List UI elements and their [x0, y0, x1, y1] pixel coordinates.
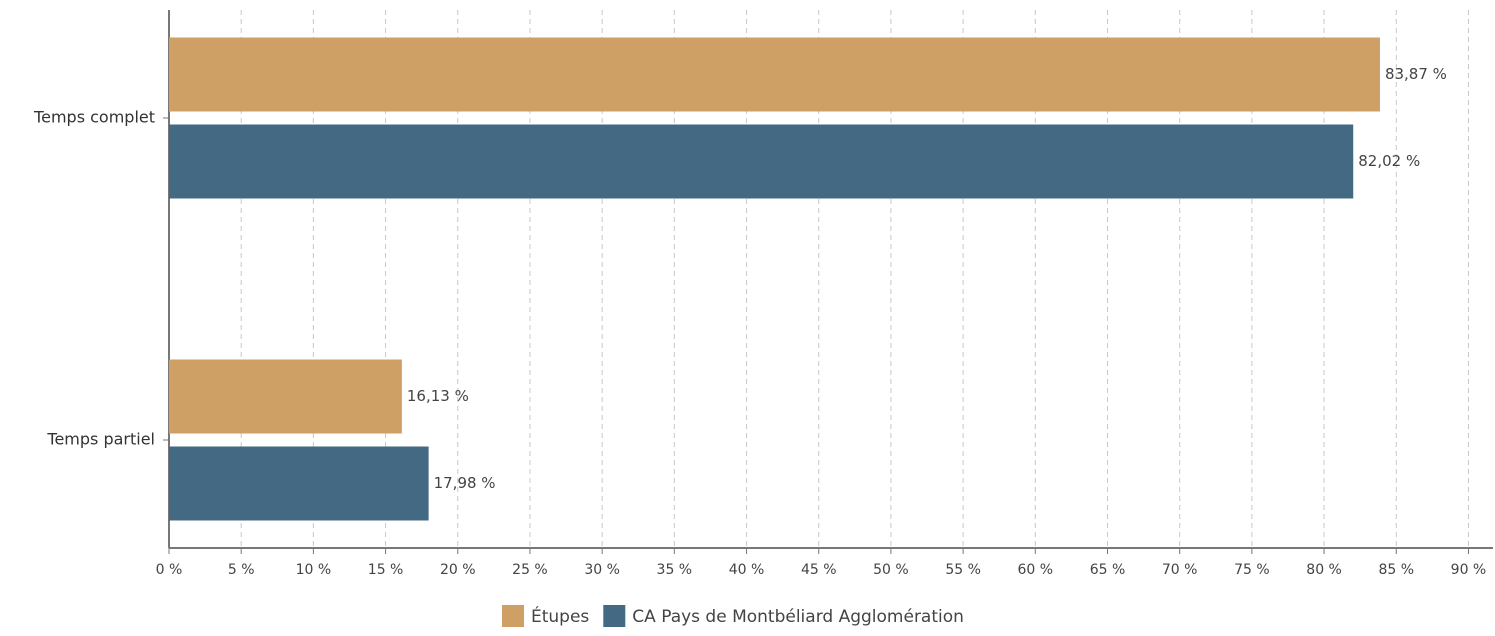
x-tick-label: 80 % [1306, 562, 1342, 578]
value-label: 82,02 % [1358, 152, 1420, 170]
x-tick-label: 5 % [228, 562, 255, 578]
legend-label: CA Pays de Montbéliard Agglomération [632, 607, 964, 627]
legend-swatch [603, 605, 626, 627]
bar [169, 37, 1380, 112]
value-label: 16,13 % [407, 387, 469, 405]
y-tick-label: Temps partiel [46, 430, 155, 449]
x-tick-label: 60 % [1018, 562, 1054, 578]
legend-label: Étupes [531, 605, 589, 627]
x-tick-label: 85 % [1378, 562, 1414, 578]
x-tick-label: 55 % [945, 562, 981, 578]
value-label: 83,87 % [1385, 65, 1447, 83]
bar [169, 446, 429, 521]
x-tick-label: 20 % [440, 562, 476, 578]
x-tick-label: 75 % [1234, 562, 1270, 578]
x-tick-label: 35 % [657, 562, 693, 578]
x-tick-label: 30 % [584, 562, 620, 578]
x-tick-label: 25 % [512, 562, 548, 578]
bar [169, 359, 402, 434]
x-tick-label: 40 % [729, 562, 765, 578]
y-tick-label: Temps complet [33, 108, 155, 127]
legend-swatch [502, 605, 524, 627]
x-tick-label: 15 % [368, 562, 404, 578]
x-tick-label: 0 % [156, 562, 183, 578]
bar [169, 124, 1354, 199]
x-tick-label: 10 % [296, 562, 332, 578]
x-tick-label: 90 % [1451, 562, 1487, 578]
value-label: 17,98 % [434, 474, 496, 492]
x-tick-label: 70 % [1162, 562, 1198, 578]
x-tick-label: 45 % [801, 562, 837, 578]
x-tick-label: 50 % [873, 562, 909, 578]
x-tick-label: 65 % [1090, 562, 1126, 578]
